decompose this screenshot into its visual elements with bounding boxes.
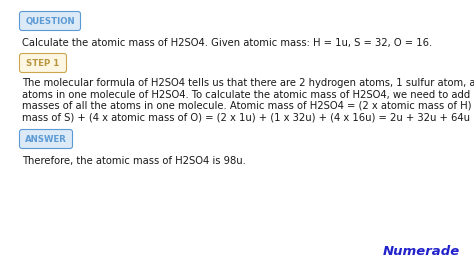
Text: Calculate the atomic mass of H2SO4. Given atomic mass: H = 1u, S = 32, O = 16.: Calculate the atomic mass of H2SO4. Give… xyxy=(22,38,432,48)
Text: Therefore, the atomic mass of H2SO4 is 98u.: Therefore, the atomic mass of H2SO4 is 9… xyxy=(22,156,246,166)
FancyBboxPatch shape xyxy=(19,53,66,73)
Text: ANSWER: ANSWER xyxy=(25,135,67,144)
Text: masses of all the atoms in one molecule. Atomic mass of H2SO4 = (2 x atomic mass: masses of all the atoms in one molecule.… xyxy=(22,101,474,111)
FancyBboxPatch shape xyxy=(19,11,81,31)
Text: The molecular formula of H2SO4 tells us that there are 2 hydrogen atoms, 1 sulfu: The molecular formula of H2SO4 tells us … xyxy=(22,78,474,88)
Text: mass of S) + (4 x atomic mass of O) = (2 x 1u) + (1 x 32u) + (4 x 16u) = 2u + 32: mass of S) + (4 x atomic mass of O) = (2… xyxy=(22,113,474,123)
Text: Numerade: Numerade xyxy=(383,245,460,258)
FancyBboxPatch shape xyxy=(19,130,73,148)
Text: STEP 1: STEP 1 xyxy=(27,59,60,68)
Text: QUESTION: QUESTION xyxy=(25,17,75,26)
Text: atoms in one molecule of H2SO4. To calculate the atomic mass of H2SO4, we need t: atoms in one molecule of H2SO4. To calcu… xyxy=(22,89,474,99)
